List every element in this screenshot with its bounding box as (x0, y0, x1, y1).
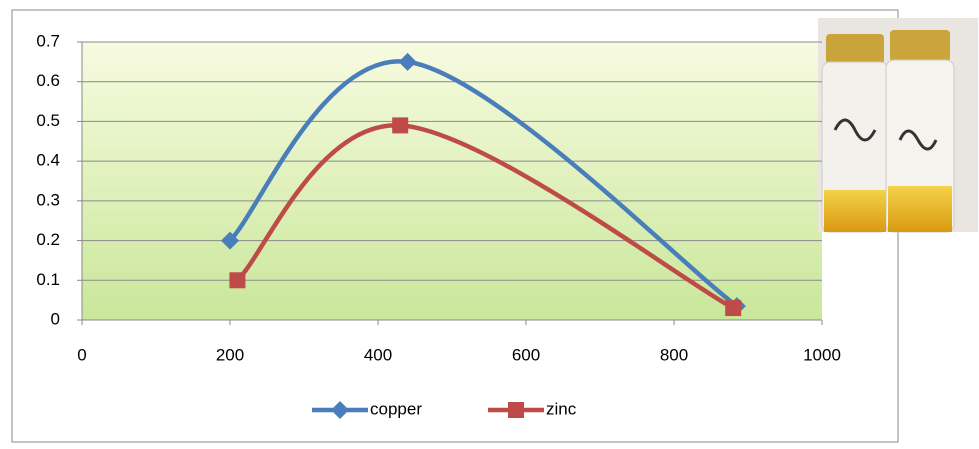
marker (392, 117, 408, 133)
y-tick-label: 0.2 (36, 230, 60, 249)
photo (818, 18, 978, 232)
y-tick-label: 0.6 (36, 71, 60, 90)
x-tick-label: 0 (77, 345, 86, 364)
legend-marker (508, 402, 524, 418)
plot-area (82, 42, 822, 320)
y-tick-label: 0.4 (36, 151, 60, 170)
x-tick-label: 1000 (803, 345, 841, 364)
y-tick-label: 0 (51, 309, 60, 328)
page: {"chart_data": {"type": "scatter-line", … (0, 0, 979, 444)
legend-label: zinc (546, 399, 577, 418)
marker (229, 272, 245, 288)
y-tick-label: 0.3 (36, 190, 60, 209)
y-tick-label: 0.1 (36, 270, 60, 289)
legend-label: copper (370, 399, 422, 418)
y-tick-label: 0.7 (36, 31, 60, 50)
y-tick-label: 0.5 (36, 111, 60, 130)
chart: 0 0.1 0.2 0.3 0.4 0.5 0.6 0.7 0 200 400 600 800 1000 c… (0, 0, 979, 444)
x-tick-label: 400 (364, 345, 392, 364)
x-tick-label: 600 (512, 345, 540, 364)
x-tick-label: 200 (216, 345, 244, 364)
marker (725, 300, 741, 316)
x-tick-label: 800 (660, 345, 688, 364)
